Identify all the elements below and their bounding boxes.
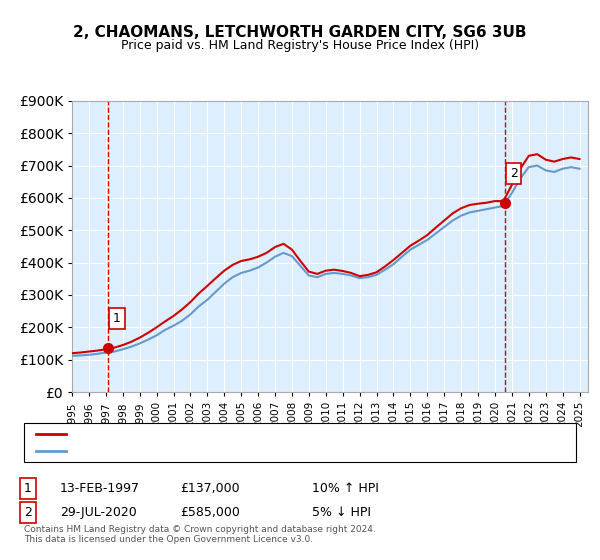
Text: 1: 1 <box>24 482 32 495</box>
Text: £585,000: £585,000 <box>180 506 240 519</box>
Text: 2, CHAOMANS, LETCHWORTH GARDEN CITY, SG6 3UB: 2, CHAOMANS, LETCHWORTH GARDEN CITY, SG6… <box>73 25 527 40</box>
Text: £137,000: £137,000 <box>180 482 239 495</box>
Text: Contains HM Land Registry data © Crown copyright and database right 2024.
This d: Contains HM Land Registry data © Crown c… <box>24 525 376 544</box>
Text: HPI: Average price, detached house, North Hertfordshire: HPI: Average price, detached house, Nort… <box>72 446 367 456</box>
Text: Price paid vs. HM Land Registry's House Price Index (HPI): Price paid vs. HM Land Registry's House … <box>121 39 479 52</box>
Text: 10% ↑ HPI: 10% ↑ HPI <box>312 482 379 495</box>
Text: 5% ↓ HPI: 5% ↓ HPI <box>312 506 371 519</box>
Text: 2: 2 <box>24 506 32 519</box>
Text: 1: 1 <box>113 312 121 325</box>
Text: 2: 2 <box>509 167 518 180</box>
Text: 13-FEB-1997: 13-FEB-1997 <box>60 482 140 495</box>
Text: 2, CHAOMANS, LETCHWORTH GARDEN CITY, SG6 3UB (detached house): 2, CHAOMANS, LETCHWORTH GARDEN CITY, SG6… <box>72 429 446 439</box>
Text: 29-JUL-2020: 29-JUL-2020 <box>60 506 137 519</box>
